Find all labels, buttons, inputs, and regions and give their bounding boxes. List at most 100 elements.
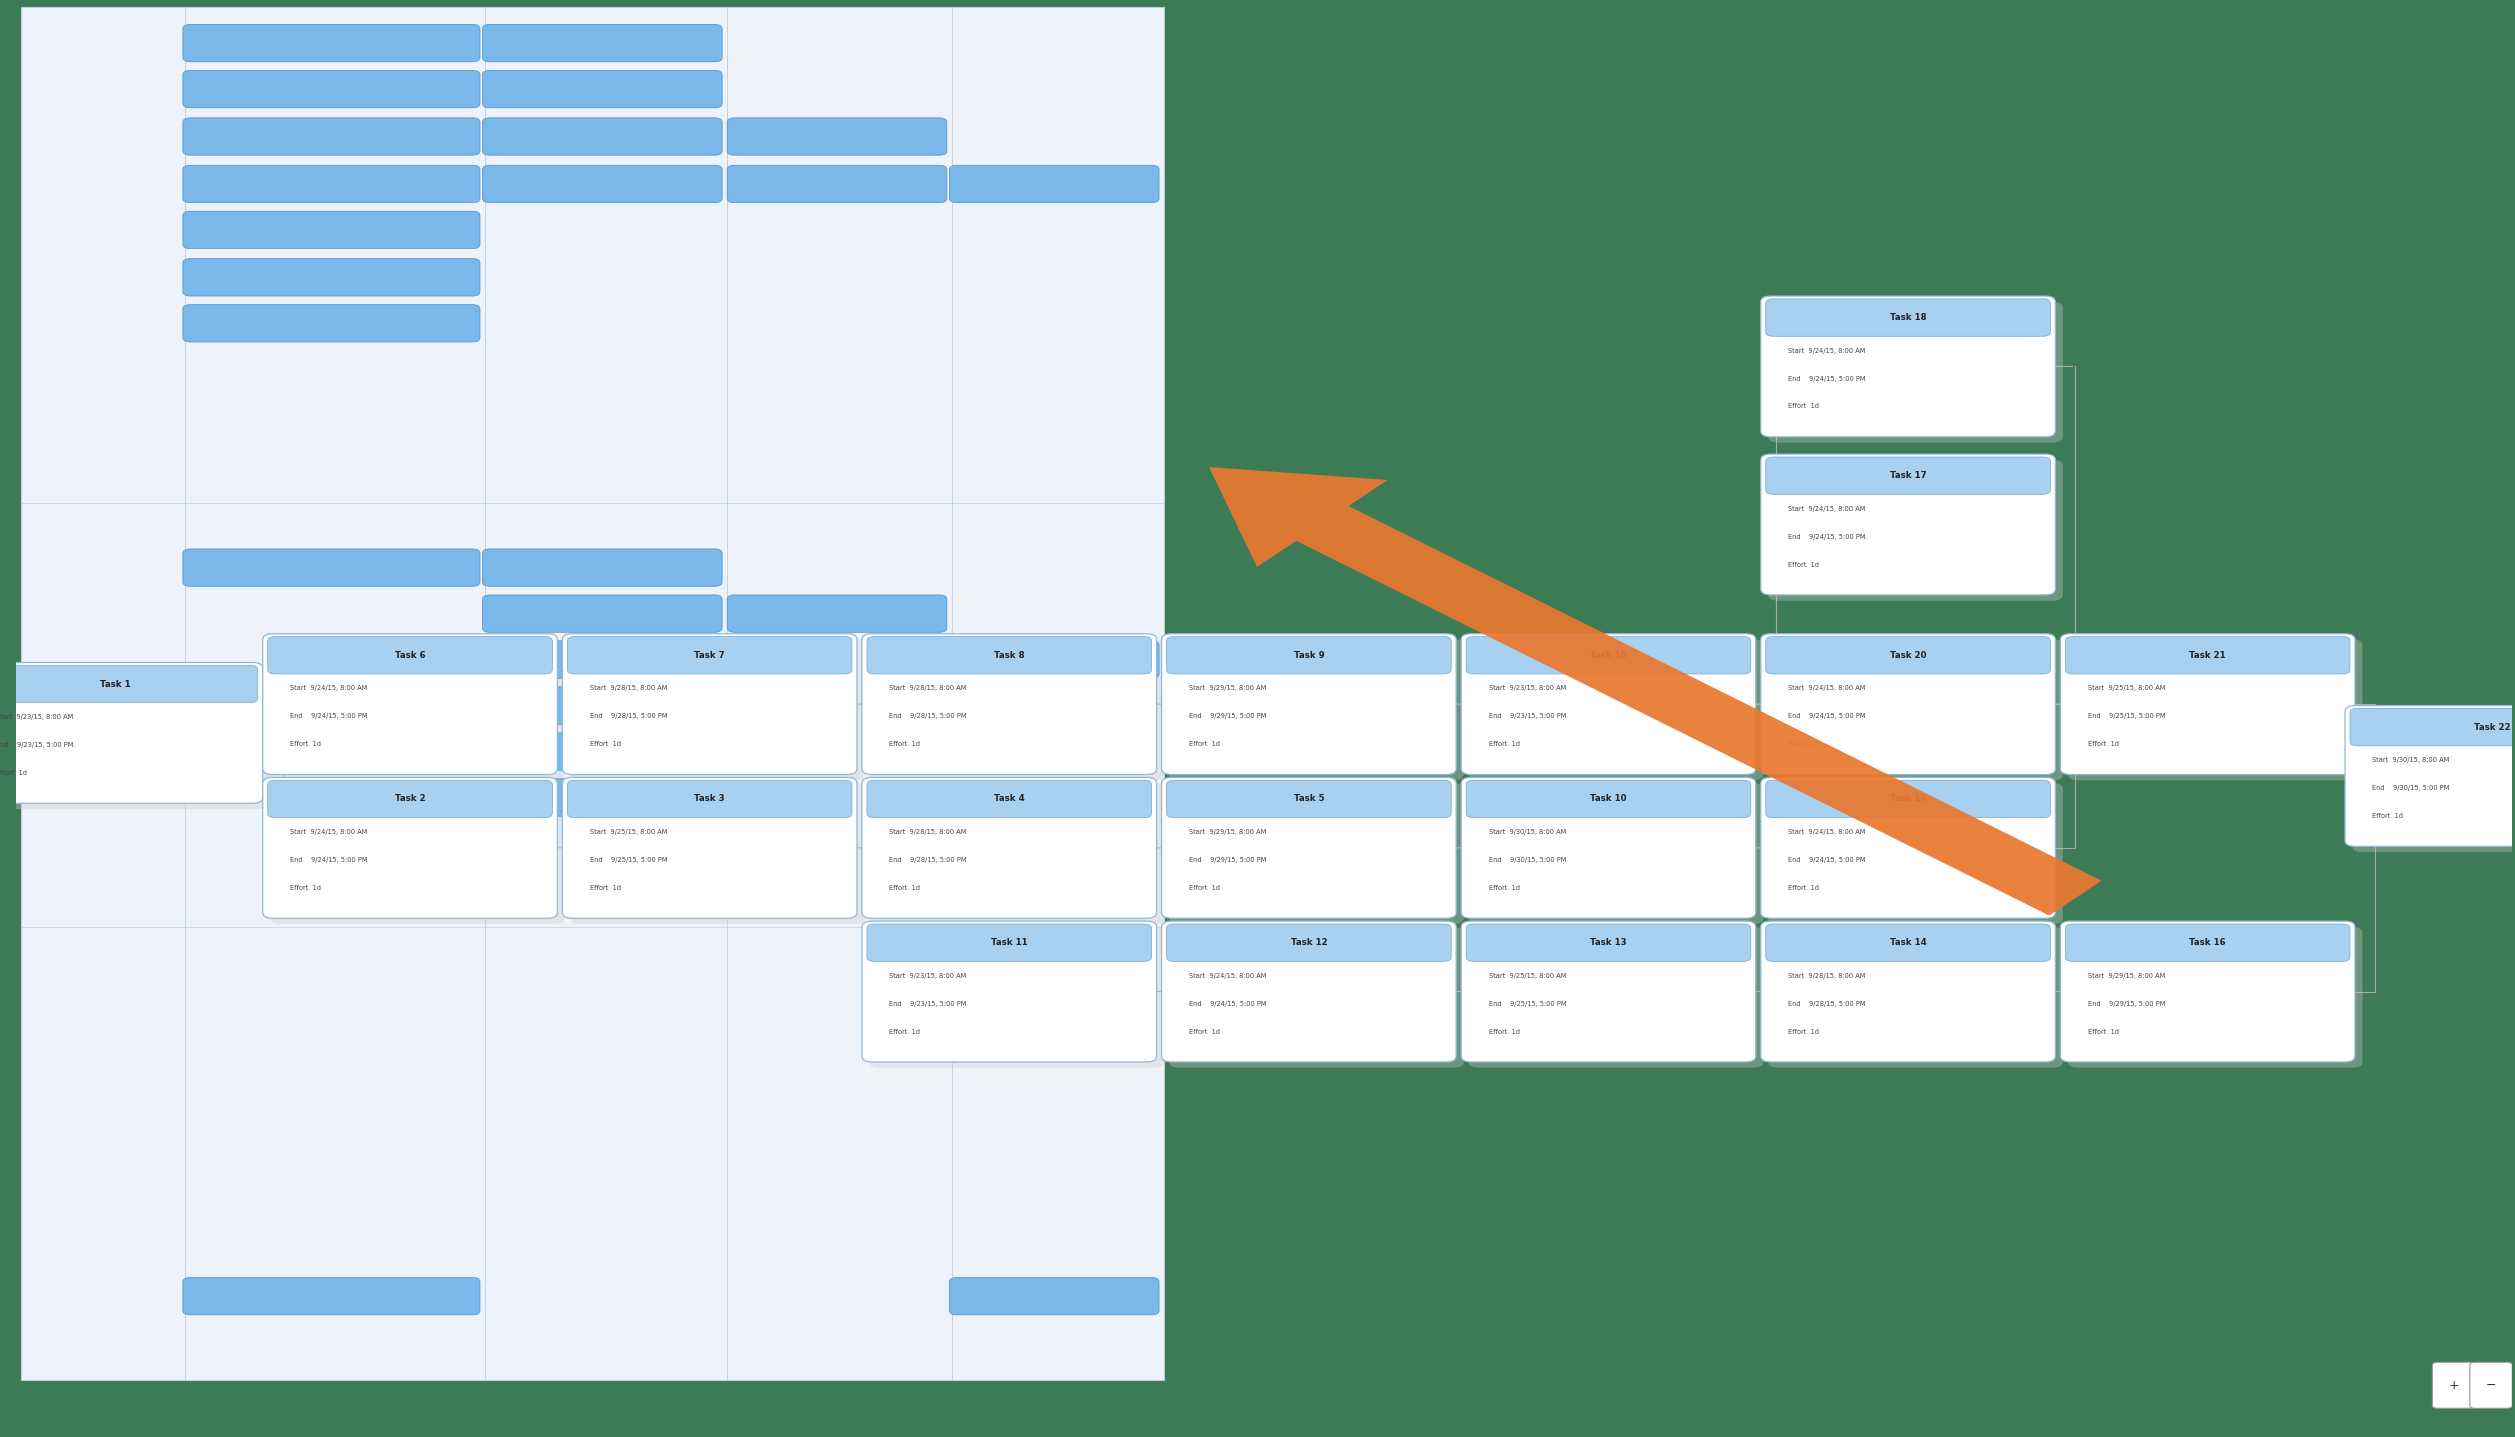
Text: Effort  1d: Effort 1d	[890, 741, 920, 747]
Text: Start  9/24/15, 8:00 AM: Start 9/24/15, 8:00 AM	[1190, 973, 1268, 979]
FancyBboxPatch shape	[2060, 921, 2354, 1062]
Text: End    9/28/15, 5:00 PM: End 9/28/15, 5:00 PM	[890, 713, 966, 720]
FancyBboxPatch shape	[1768, 639, 2062, 780]
FancyBboxPatch shape	[1768, 460, 2062, 601]
Text: Task 14: Task 14	[1889, 938, 1926, 947]
FancyBboxPatch shape	[563, 634, 858, 775]
FancyBboxPatch shape	[184, 259, 480, 296]
FancyBboxPatch shape	[568, 637, 853, 674]
FancyBboxPatch shape	[2065, 924, 2349, 961]
Text: Effort  1d: Effort 1d	[591, 885, 621, 891]
Text: +: +	[2447, 1378, 2460, 1392]
Text: Effort  1d: Effort 1d	[0, 770, 28, 776]
FancyBboxPatch shape	[1760, 454, 2055, 595]
FancyBboxPatch shape	[1466, 780, 1750, 818]
Text: End    9/29/15, 5:00 PM: End 9/29/15, 5:00 PM	[1190, 713, 1268, 720]
FancyBboxPatch shape	[1766, 637, 2050, 674]
Text: Task 3: Task 3	[694, 795, 724, 803]
Text: Effort  1d: Effort 1d	[1788, 404, 1818, 410]
Text: Start  9/23/15, 8:00 AM: Start 9/23/15, 8:00 AM	[0, 714, 73, 720]
FancyBboxPatch shape	[863, 921, 1157, 1062]
Text: Effort  1d: Effort 1d	[1788, 1029, 1818, 1035]
FancyBboxPatch shape	[2060, 634, 2354, 775]
FancyBboxPatch shape	[1766, 780, 2050, 818]
FancyBboxPatch shape	[483, 70, 722, 108]
FancyBboxPatch shape	[184, 165, 480, 203]
Text: Start  9/29/15, 8:00 AM: Start 9/29/15, 8:00 AM	[1190, 829, 1265, 835]
FancyBboxPatch shape	[1469, 639, 1763, 780]
Text: Effort  1d: Effort 1d	[1788, 562, 1818, 568]
FancyBboxPatch shape	[0, 668, 269, 809]
FancyBboxPatch shape	[483, 549, 722, 586]
FancyBboxPatch shape	[568, 780, 853, 818]
Text: Task 17: Task 17	[1889, 471, 1926, 480]
FancyBboxPatch shape	[1466, 637, 1750, 674]
Text: End    9/29/15, 5:00 PM: End 9/29/15, 5:00 PM	[1190, 856, 1268, 864]
FancyBboxPatch shape	[184, 24, 480, 62]
FancyBboxPatch shape	[262, 634, 558, 775]
Text: End    9/24/15, 5:00 PM: End 9/24/15, 5:00 PM	[289, 856, 367, 864]
Text: Task 7: Task 7	[694, 651, 724, 660]
Text: Start  9/24/15, 8:00 AM: Start 9/24/15, 8:00 AM	[1788, 829, 1866, 835]
Text: Start  9/24/15, 8:00 AM: Start 9/24/15, 8:00 AM	[1788, 348, 1866, 354]
Text: End    9/23/15, 5:00 PM: End 9/23/15, 5:00 PM	[0, 741, 73, 749]
Text: Task 20: Task 20	[1889, 651, 1926, 660]
FancyBboxPatch shape	[262, 777, 558, 918]
FancyBboxPatch shape	[1768, 927, 2062, 1068]
Text: Task 5: Task 5	[1293, 795, 1323, 803]
FancyBboxPatch shape	[483, 165, 722, 203]
FancyBboxPatch shape	[20, 7, 1164, 1380]
Polygon shape	[1210, 467, 2103, 915]
FancyBboxPatch shape	[269, 783, 566, 924]
Text: End    9/29/15, 5:00 PM: End 9/29/15, 5:00 PM	[2087, 1000, 2165, 1007]
Text: Effort  1d: Effort 1d	[1788, 885, 1818, 891]
Text: Task 18: Task 18	[1889, 313, 1926, 322]
Text: Effort  1d: Effort 1d	[1489, 885, 1519, 891]
FancyBboxPatch shape	[1766, 924, 2050, 961]
FancyBboxPatch shape	[1461, 777, 1755, 918]
Text: Start  9/24/15, 8:00 AM: Start 9/24/15, 8:00 AM	[289, 829, 367, 835]
FancyBboxPatch shape	[1469, 783, 1763, 924]
Text: End    9/30/15, 5:00 PM: End 9/30/15, 5:00 PM	[2372, 785, 2450, 792]
Text: End    9/30/15, 5:00 PM: End 9/30/15, 5:00 PM	[1489, 856, 1567, 864]
Text: Start  9/29/15, 8:00 AM: Start 9/29/15, 8:00 AM	[2087, 973, 2165, 979]
Text: Task 15: Task 15	[1589, 651, 1627, 660]
FancyBboxPatch shape	[948, 165, 1159, 203]
FancyBboxPatch shape	[0, 665, 257, 703]
FancyBboxPatch shape	[1167, 637, 1451, 674]
Text: −: −	[2485, 1378, 2497, 1392]
Text: Start  9/24/15, 8:00 AM: Start 9/24/15, 8:00 AM	[289, 685, 367, 691]
FancyBboxPatch shape	[1766, 299, 2050, 336]
Text: End    9/28/15, 5:00 PM: End 9/28/15, 5:00 PM	[1788, 1000, 1866, 1007]
FancyBboxPatch shape	[483, 733, 722, 770]
Text: Effort  1d: Effort 1d	[2372, 813, 2404, 819]
FancyBboxPatch shape	[2352, 711, 2515, 852]
Text: Start  9/30/15, 8:00 AM: Start 9/30/15, 8:00 AM	[2372, 757, 2450, 763]
FancyBboxPatch shape	[483, 641, 722, 678]
Text: Task 22: Task 22	[2475, 723, 2510, 731]
Text: Start  9/24/15, 8:00 AM: Start 9/24/15, 8:00 AM	[1788, 685, 1866, 691]
Text: End    9/25/15, 5:00 PM: End 9/25/15, 5:00 PM	[2087, 713, 2165, 720]
Text: End    9/23/15, 5:00 PM: End 9/23/15, 5:00 PM	[1489, 713, 1567, 720]
Text: Effort  1d: Effort 1d	[1788, 741, 1818, 747]
Text: Effort  1d: Effort 1d	[289, 741, 322, 747]
FancyBboxPatch shape	[2067, 639, 2362, 780]
Text: Start  9/28/15, 8:00 AM: Start 9/28/15, 8:00 AM	[890, 829, 966, 835]
FancyBboxPatch shape	[267, 637, 553, 674]
FancyBboxPatch shape	[1766, 457, 2050, 494]
FancyBboxPatch shape	[1167, 924, 1451, 961]
Text: End    9/24/15, 5:00 PM: End 9/24/15, 5:00 PM	[1788, 856, 1866, 864]
Text: Effort  1d: Effort 1d	[2087, 741, 2118, 747]
Text: End    9/28/15, 5:00 PM: End 9/28/15, 5:00 PM	[890, 856, 966, 864]
Text: Start  9/30/15, 8:00 AM: Start 9/30/15, 8:00 AM	[1489, 829, 1567, 835]
Text: Start  9/28/15, 8:00 AM: Start 9/28/15, 8:00 AM	[1788, 973, 1866, 979]
FancyBboxPatch shape	[868, 637, 1152, 674]
FancyBboxPatch shape	[868, 780, 1152, 818]
Text: Start  9/28/15, 8:00 AM: Start 9/28/15, 8:00 AM	[591, 685, 666, 691]
FancyBboxPatch shape	[863, 634, 1157, 775]
FancyBboxPatch shape	[1162, 634, 1456, 775]
FancyBboxPatch shape	[1760, 777, 2055, 918]
FancyBboxPatch shape	[1162, 777, 1456, 918]
FancyBboxPatch shape	[1760, 921, 2055, 1062]
Text: Task 6: Task 6	[395, 651, 425, 660]
